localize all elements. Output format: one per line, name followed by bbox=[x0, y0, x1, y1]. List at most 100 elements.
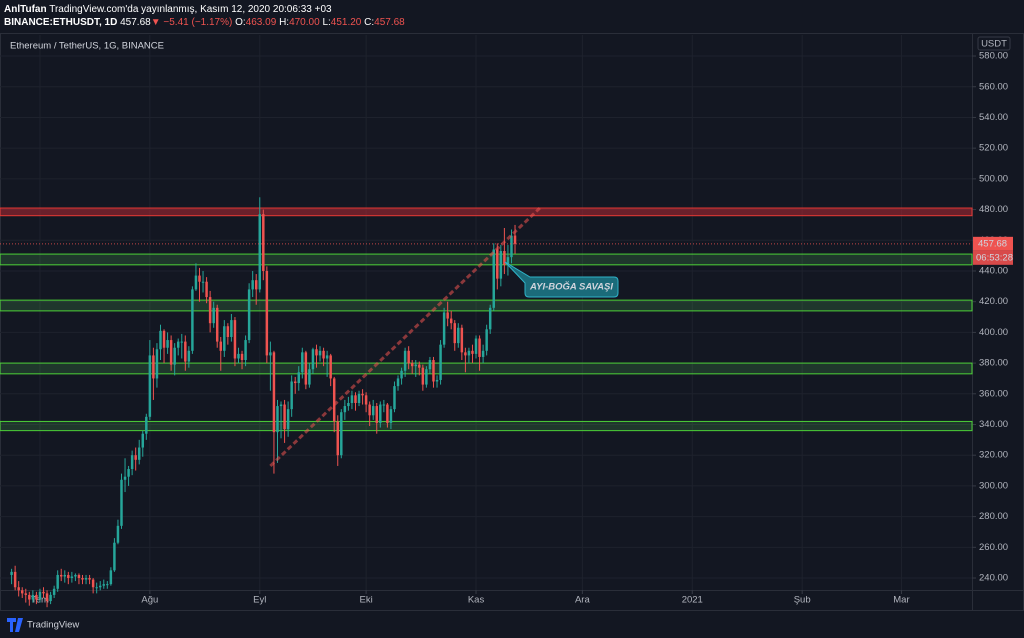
candle-body bbox=[276, 406, 279, 433]
candle-body bbox=[176, 341, 180, 348]
candle-body bbox=[194, 275, 198, 290]
chart-title: Ethereum / TetherUS, 1G, BINANCE bbox=[10, 41, 164, 52]
ohlc-value: 470.00 bbox=[289, 17, 320, 28]
candle-body bbox=[379, 404, 382, 423]
candle-body bbox=[49, 594, 52, 602]
candle-body bbox=[130, 455, 134, 470]
candle-body bbox=[449, 318, 453, 324]
candle-body bbox=[169, 340, 173, 365]
candle-body bbox=[467, 350, 471, 356]
candle-body bbox=[251, 280, 254, 290]
ohlc-label: H: bbox=[279, 17, 289, 28]
candle-body bbox=[191, 289, 194, 351]
candle-body bbox=[223, 326, 226, 351]
y-tick-label: 400.00 bbox=[979, 327, 1008, 338]
candle-body bbox=[219, 341, 223, 351]
candle-body bbox=[137, 447, 141, 460]
candle-body bbox=[428, 360, 432, 370]
y-tick-label: 280.00 bbox=[979, 511, 1008, 522]
candle-body bbox=[205, 281, 208, 298]
candle-body bbox=[503, 251, 506, 265]
y-unit: USDT bbox=[981, 39, 1007, 50]
candle-body bbox=[59, 574, 63, 577]
candle-body bbox=[52, 588, 56, 595]
candle-body bbox=[460, 327, 464, 353]
candle-body bbox=[357, 393, 361, 404]
candle-body bbox=[244, 340, 247, 361]
candle-body bbox=[162, 330, 166, 348]
candle-body bbox=[322, 350, 325, 359]
last-price-label: 457.68 bbox=[978, 238, 1007, 249]
candle-body bbox=[184, 341, 187, 362]
candle-body bbox=[45, 593, 49, 602]
candle-body bbox=[84, 578, 88, 580]
last-price-tag bbox=[973, 236, 1013, 251]
candle-body bbox=[453, 323, 456, 344]
countdown-tag bbox=[973, 250, 1013, 265]
candle-body bbox=[481, 350, 485, 357]
candle-body bbox=[77, 574, 81, 579]
candle-body bbox=[425, 369, 428, 385]
candles bbox=[10, 197, 517, 608]
last-price: 457.68 bbox=[120, 17, 151, 28]
y-tick-label: 380.00 bbox=[979, 358, 1008, 369]
overlay: 457.68 06:53:28 AYI-BOĞA SAVAŞI bbox=[0, 206, 1013, 468]
candle-body bbox=[17, 587, 20, 591]
ohlc-label: O: bbox=[235, 17, 246, 28]
candle-body bbox=[98, 585, 102, 588]
candle-body bbox=[269, 352, 272, 356]
candle-body bbox=[159, 330, 162, 350]
x-tick-label: Ara bbox=[575, 595, 591, 606]
candle-body bbox=[439, 344, 442, 380]
candle-body bbox=[329, 355, 332, 379]
candle-body bbox=[510, 235, 513, 258]
y-tick-label: 240.00 bbox=[979, 573, 1008, 584]
y-tick-label: 580.00 bbox=[979, 51, 1008, 62]
candle-body bbox=[492, 249, 495, 308]
candle-body bbox=[35, 594, 38, 600]
candle-body bbox=[74, 574, 77, 577]
x-tick-label: Mar bbox=[893, 595, 909, 606]
candle-body bbox=[262, 214, 265, 271]
candle-body bbox=[127, 469, 130, 477]
candle-body bbox=[283, 404, 286, 430]
y-tick-label: 540.00 bbox=[979, 112, 1008, 123]
x-tick-label: Şub bbox=[794, 595, 811, 606]
candle-body bbox=[187, 350, 191, 362]
candle-body bbox=[113, 542, 116, 571]
candle-body bbox=[332, 378, 336, 422]
chart-panel bbox=[0, 33, 1024, 611]
candle-body bbox=[414, 364, 417, 367]
candle-body bbox=[148, 355, 152, 417]
symbol: BINANCE:ETHUSDT, 1D bbox=[4, 17, 117, 28]
candle-body bbox=[350, 395, 354, 404]
candle-body bbox=[488, 307, 492, 330]
candle-body bbox=[421, 367, 425, 385]
candle-body bbox=[478, 338, 481, 357]
candle-body bbox=[485, 329, 488, 351]
trend-line bbox=[269, 206, 541, 468]
candle-body bbox=[123, 476, 127, 480]
unit-box bbox=[977, 36, 1011, 51]
candle-body bbox=[506, 257, 510, 265]
candle-body bbox=[446, 312, 449, 319]
ohlc-value: 463.09 bbox=[246, 17, 277, 28]
candle-body bbox=[102, 584, 106, 586]
candle-body bbox=[81, 578, 84, 580]
candle-body bbox=[152, 355, 155, 379]
candle-body bbox=[340, 412, 343, 456]
candle-body bbox=[258, 214, 262, 290]
candle-body bbox=[343, 406, 347, 413]
candle-body bbox=[364, 395, 368, 405]
candle-body bbox=[247, 289, 251, 341]
candle-body bbox=[42, 591, 45, 594]
candle-body bbox=[13, 571, 17, 588]
grid: 240.00 260.00 280.00 300.00 320.00 340.00 360.… bbox=[0, 35, 1008, 606]
price-zone bbox=[0, 362, 973, 375]
candle-body bbox=[361, 393, 364, 396]
brand: TradingView bbox=[27, 620, 79, 631]
candle-body bbox=[368, 404, 371, 416]
y-tick-label: 300.00 bbox=[979, 480, 1008, 491]
candle-body bbox=[354, 395, 357, 404]
